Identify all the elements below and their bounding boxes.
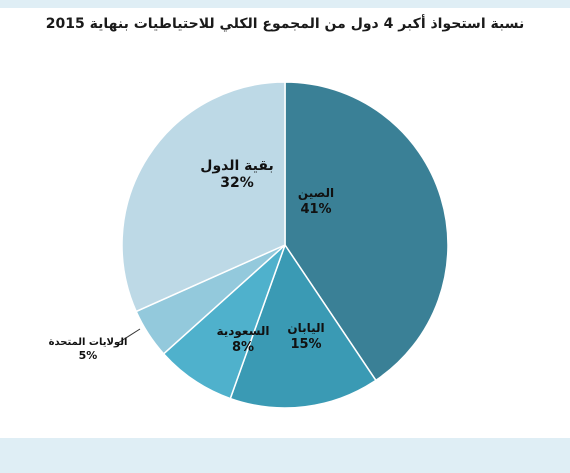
leader-line [117,328,141,344]
chart-title: نسبة استحواذ أكبر 4 دول من المجموع الكلي… [45,16,525,32]
pie-slice [284,81,449,382]
slice-name-label: اليابان [287,321,324,335]
slice-value-label: 8% [232,340,254,355]
slice-name-label: الصين [298,186,334,200]
pie-slice [229,243,377,409]
slice-value-label: 41% [300,202,331,217]
slice-value-label: 5% [79,349,98,362]
slice-name-label: بقية الدول [200,158,273,174]
slice-value-label: 32% [220,175,254,191]
slice-value-label: 15% [290,337,321,352]
slice-name-label: الولايات المتحدة [49,337,128,348]
pie-slice [121,81,286,313]
slice-name-label: السعودية [216,324,269,339]
